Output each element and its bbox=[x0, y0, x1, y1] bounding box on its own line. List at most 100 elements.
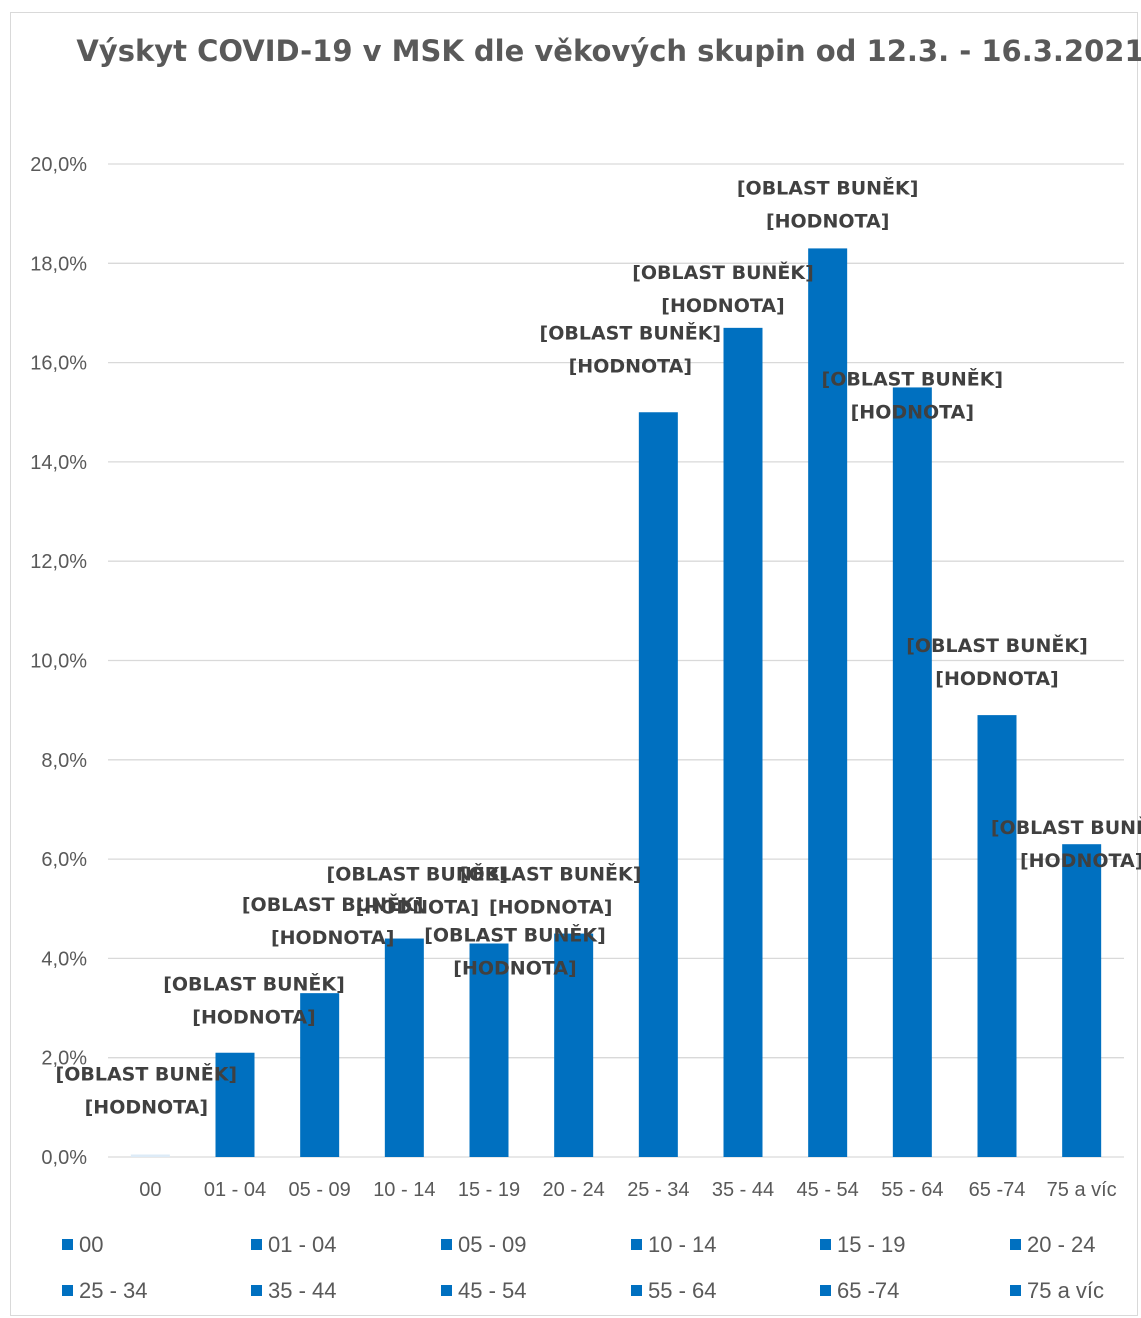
legend-label: 20 - 24 bbox=[1027, 1232, 1096, 1257]
legend-swatch bbox=[631, 1239, 642, 1250]
legend-swatch bbox=[820, 1239, 831, 1250]
bar bbox=[977, 715, 1017, 1157]
data-label-region: [OBLAST BUNĚK] bbox=[632, 261, 814, 284]
x-tick-label: 45 - 54 bbox=[797, 1179, 859, 1201]
data-label-value: [HODNOTA] bbox=[569, 355, 692, 377]
y-tick-label: 16,0% bbox=[30, 353, 87, 375]
bar bbox=[130, 1154, 170, 1157]
data-label-region: [OBLAST BUNĚK] bbox=[540, 321, 722, 344]
x-tick-label: 25 - 34 bbox=[627, 1179, 689, 1201]
data-label-region: [OBLAST BUNĚK] bbox=[991, 816, 1141, 839]
data-label-value: [HODNOTA] bbox=[85, 1097, 208, 1119]
y-tick-label: 12,0% bbox=[30, 551, 87, 573]
x-tick-label: 20 - 24 bbox=[543, 1179, 605, 1201]
x-tick-label: 10 - 14 bbox=[373, 1179, 435, 1201]
legend-label: 55 - 64 bbox=[648, 1278, 717, 1303]
data-label-region: [OBLAST BUNĚK] bbox=[242, 893, 424, 916]
x-tick-label: 05 - 09 bbox=[289, 1179, 351, 1201]
legend-swatch bbox=[1010, 1285, 1021, 1296]
y-tick-label: 4,0% bbox=[41, 948, 87, 970]
data-label-region: [OBLAST BUNĚK] bbox=[737, 176, 919, 199]
bar bbox=[469, 943, 509, 1157]
legend-label: 10 - 14 bbox=[648, 1232, 717, 1257]
legend-label: 25 - 34 bbox=[79, 1278, 148, 1303]
legend-item: 10 - 14 bbox=[631, 1232, 717, 1258]
legend-swatch bbox=[820, 1285, 831, 1296]
data-label-region: [OBLAST BUNĚK] bbox=[424, 924, 606, 947]
x-tick-label: 55 - 64 bbox=[881, 1179, 943, 1201]
legend-label: 05 - 09 bbox=[458, 1232, 527, 1257]
data-label-region: [OBLAST BUNĚK] bbox=[822, 367, 1004, 390]
bar bbox=[300, 993, 340, 1157]
data-label-value: [HODNOTA] bbox=[356, 897, 479, 919]
x-tick-label: 01 - 04 bbox=[204, 1179, 266, 1201]
legend-item: 15 - 19 bbox=[820, 1232, 906, 1258]
data-label-value: [HODNOTA] bbox=[1020, 850, 1141, 872]
y-tick-label: 0,0% bbox=[41, 1147, 87, 1169]
data-label-region: [OBLAST BUNĚK] bbox=[460, 863, 642, 886]
x-tick-label: 35 - 44 bbox=[712, 1179, 774, 1201]
data-label-value: [HODNOTA] bbox=[851, 401, 974, 423]
gridlines bbox=[108, 163, 1124, 1158]
legend-label: 01 - 04 bbox=[268, 1232, 337, 1257]
x-tick-label: 75 a víc bbox=[1047, 1179, 1117, 1201]
bar bbox=[215, 1052, 255, 1157]
bar bbox=[384, 938, 424, 1157]
y-tick-label: 2,0% bbox=[41, 1048, 87, 1070]
y-tick-label: 14,0% bbox=[30, 452, 87, 474]
x-tick-label: 15 - 19 bbox=[458, 1179, 520, 1201]
data-labels: [OBLAST BUNĚK][HODNOTA][OBLAST BUNĚK][HO… bbox=[56, 176, 1141, 1118]
legend-label: 15 - 19 bbox=[837, 1232, 906, 1257]
legend-swatch bbox=[62, 1285, 73, 1296]
legend-swatch bbox=[441, 1239, 452, 1250]
data-label-value: [HODNOTA] bbox=[766, 210, 889, 232]
y-axis-ticks: 0,0% 2,0% 4,0% 6,0% 8,0% 10,0% 12,0% 14,0% 16,0%… bbox=[30, 154, 87, 1169]
legend-label: 45 - 54 bbox=[458, 1278, 527, 1303]
x-tick-label: 00 bbox=[139, 1179, 161, 1201]
x-axis-ticks: 00 01 - 04 05 - 09 10 - 14 15 - 19 20 - 24 25 … bbox=[139, 1179, 1116, 1201]
chart-title: Výskyt COVID-19 v MSK dle věkových skupi… bbox=[76, 34, 1141, 68]
y-tick-label: 8,0% bbox=[41, 750, 87, 772]
y-tick-label: 6,0% bbox=[41, 849, 87, 871]
data-label-region: [OBLAST BUNĚK] bbox=[906, 634, 1088, 657]
bar bbox=[638, 412, 678, 1157]
legend-item: 65 -74 bbox=[820, 1278, 899, 1304]
y-tick-label: 18,0% bbox=[30, 253, 87, 275]
y-tick-label: 10,0% bbox=[30, 651, 87, 673]
legend-item: 20 - 24 bbox=[1010, 1232, 1096, 1258]
legend-item: 35 - 44 bbox=[251, 1278, 337, 1304]
legend-swatch bbox=[1010, 1239, 1021, 1250]
data-label-value: [HODNOTA] bbox=[192, 1007, 315, 1029]
legend-item: 75 a víc bbox=[1010, 1278, 1104, 1304]
data-label-region: [OBLAST BUNĚK] bbox=[163, 973, 345, 996]
data-label-region: [OBLAST BUNĚK] bbox=[56, 1063, 238, 1086]
legend-item: 00 bbox=[62, 1232, 103, 1258]
bars bbox=[130, 248, 1102, 1158]
bar bbox=[723, 327, 763, 1158]
data-label-value: [HODNOTA] bbox=[661, 295, 784, 317]
legend-label: 00 bbox=[79, 1232, 104, 1257]
legend-item: 55 - 64 bbox=[631, 1278, 717, 1304]
legend-item: 45 - 54 bbox=[441, 1278, 527, 1304]
legend-item: 01 - 04 bbox=[251, 1232, 337, 1258]
data-label-value: [HODNOTA] bbox=[271, 927, 394, 949]
data-label-value: [HODNOTA] bbox=[489, 897, 612, 919]
bar bbox=[554, 933, 594, 1157]
bar bbox=[892, 387, 932, 1157]
legend-swatch bbox=[441, 1285, 452, 1296]
data-label-value: [HODNOTA] bbox=[935, 668, 1058, 690]
x-tick-label: 65 -74 bbox=[969, 1179, 1026, 1201]
legend-swatch bbox=[251, 1239, 262, 1250]
legend-item: 05 - 09 bbox=[441, 1232, 527, 1258]
legend-label: 35 - 44 bbox=[268, 1278, 337, 1303]
legend-swatch bbox=[62, 1239, 73, 1250]
bar bbox=[1062, 844, 1102, 1157]
legend-swatch bbox=[251, 1285, 262, 1296]
data-label-region: [OBLAST BUNĚK] bbox=[327, 863, 509, 886]
bar bbox=[808, 248, 848, 1157]
legend-item: 25 - 34 bbox=[62, 1278, 148, 1304]
legend-label: 65 -74 bbox=[837, 1278, 900, 1303]
y-tick-label: 20,0% bbox=[30, 154, 87, 176]
